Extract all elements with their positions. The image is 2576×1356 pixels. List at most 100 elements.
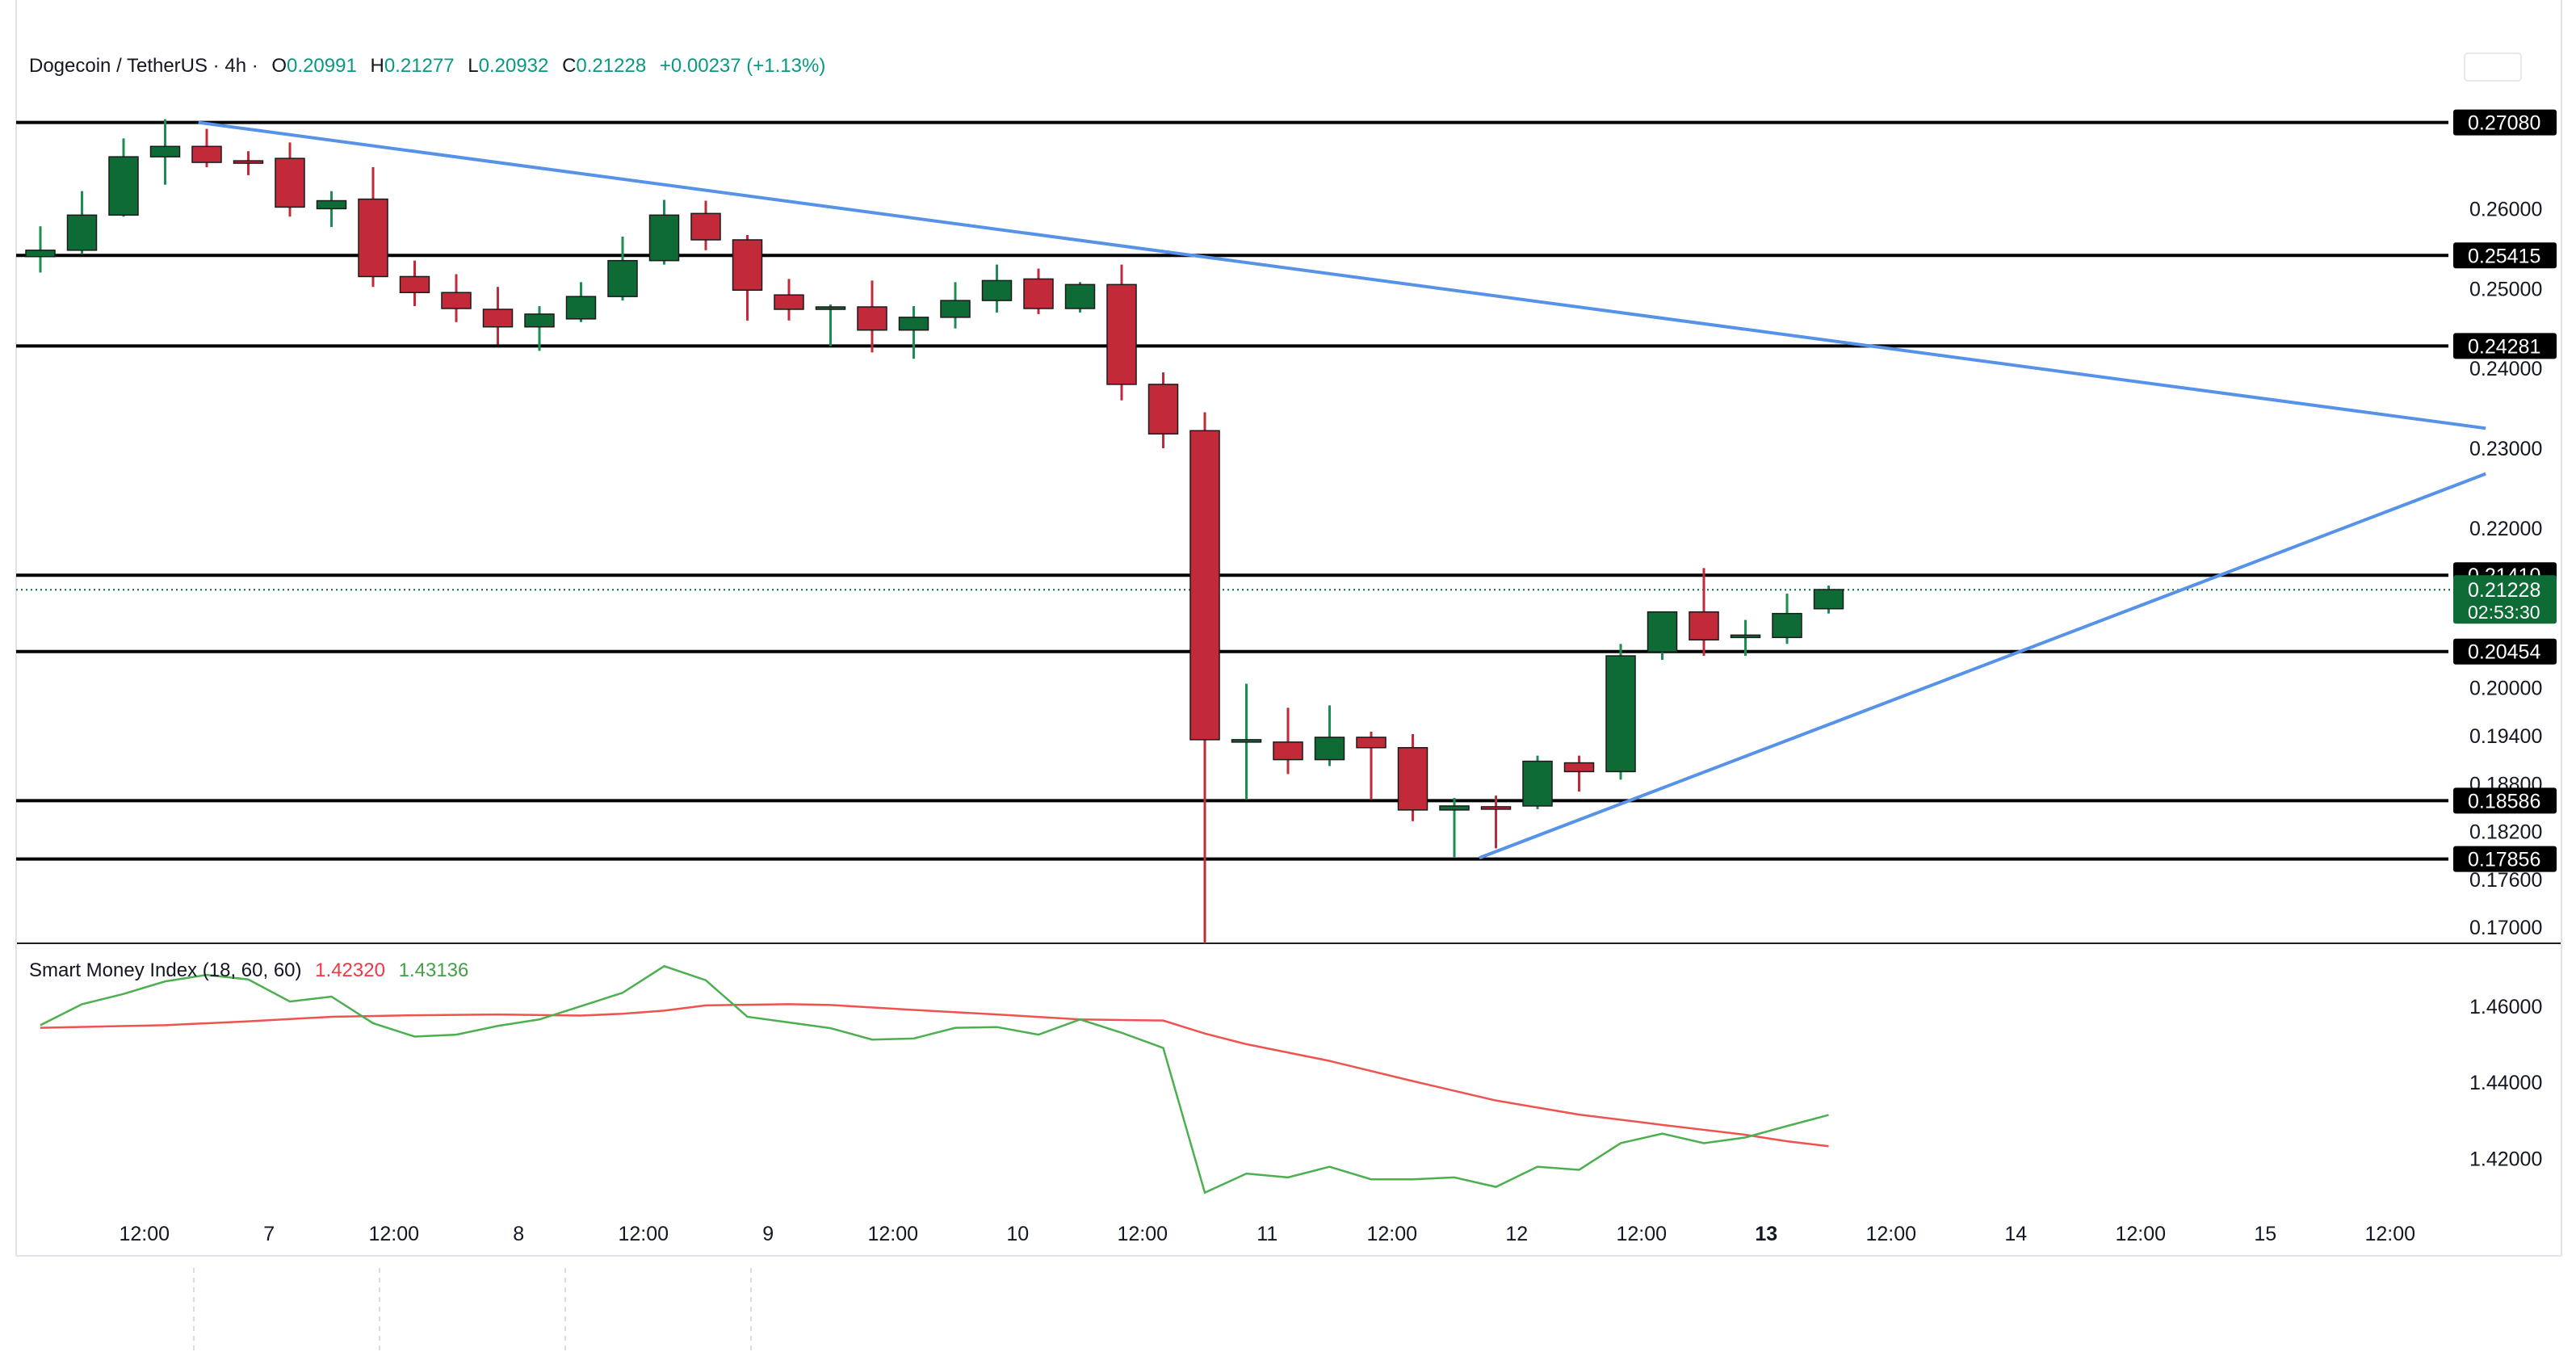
settings-widget xyxy=(2464,52,2522,82)
indicator-tick-label: 1.46000 xyxy=(2469,996,2542,1018)
candle-body xyxy=(607,259,638,297)
candle xyxy=(1064,282,1096,313)
indicator-value-green: 1.43136 xyxy=(398,959,469,981)
change-value: +0.00237 (+1.13%) xyxy=(659,55,826,77)
time-tick-label: 12:00 xyxy=(867,1223,918,1245)
candle-body xyxy=(857,306,887,331)
level-tag-label: 0.25415 xyxy=(2468,245,2540,267)
pane-borders xyxy=(15,0,2562,1352)
ohlc-low: L0.20932 xyxy=(468,55,549,77)
indicator-tick-label: 1.44000 xyxy=(2469,1072,2542,1094)
indicator-value-red: 1.42320 xyxy=(315,959,385,981)
level-tag-bg xyxy=(2453,787,2557,814)
candle-body xyxy=(66,214,98,251)
candle-body xyxy=(690,212,721,241)
candle-body xyxy=(1356,737,1387,749)
candle xyxy=(1689,568,1719,657)
candle-body xyxy=(482,309,514,328)
current-price-tag-bg xyxy=(2453,575,2557,624)
price-tick-label: 0.26000 xyxy=(2469,198,2542,220)
candle-body xyxy=(1522,760,1553,807)
high-value: 0.21277 xyxy=(384,55,455,77)
time-tick-label: 12:00 xyxy=(1616,1223,1667,1245)
current-price-label: 0.21228 xyxy=(2468,579,2540,602)
indicator-axis: 1.46000 1.44000 1.42000 xyxy=(2469,996,2542,1171)
candle-body xyxy=(358,198,388,278)
candle xyxy=(1356,732,1387,800)
candle-body xyxy=(316,199,347,210)
indicator-legend: Smart Money Index (18, 60, 60) 1.42320 1… xyxy=(29,959,476,982)
time-tick-label: 12:00 xyxy=(1117,1223,1168,1245)
time-tick-label: 12 xyxy=(1505,1223,1528,1245)
smi-line-smi_green xyxy=(40,964,1829,1194)
candle-body xyxy=(1439,805,1470,811)
candles xyxy=(25,119,1844,943)
time-tick-label: 14 xyxy=(2004,1223,2027,1245)
low-value: 0.20932 xyxy=(478,55,549,77)
candle-body xyxy=(981,279,1013,301)
indicator-title: Smart Money Index (18, 60, 60) xyxy=(29,959,302,981)
candle xyxy=(815,304,846,346)
price-tick-label: 0.17600 xyxy=(2469,869,2542,892)
candle xyxy=(25,226,56,273)
level-tag-label: 0.27080 xyxy=(2468,112,2540,135)
candle xyxy=(108,138,139,217)
candle xyxy=(399,260,430,307)
ohlc-high: H0.21277 xyxy=(370,55,455,77)
horizontal-levels xyxy=(16,120,2558,861)
candle-body xyxy=(149,145,181,157)
price-tick-label: 0.20000 xyxy=(2469,678,2542,700)
symbol-title: Dogecoin / TetherUS · 4h · xyxy=(29,55,258,77)
candle xyxy=(233,151,264,175)
candle-body xyxy=(1480,806,1512,810)
candle xyxy=(316,191,347,228)
time-tick-label: 12:00 xyxy=(618,1223,669,1245)
time-tick-label: 8 xyxy=(513,1223,524,1245)
trendlines xyxy=(198,120,2486,860)
price-tick-label: 0.18200 xyxy=(2469,821,2542,844)
candle xyxy=(1106,264,1137,401)
candle xyxy=(607,237,638,301)
time-tick-label: 12:00 xyxy=(368,1223,419,1245)
candle xyxy=(1647,611,1678,661)
ohlc-close: C0.21228 xyxy=(562,55,647,77)
candle xyxy=(1813,586,1844,614)
candle xyxy=(732,235,763,321)
candle xyxy=(1147,372,1179,449)
candle-body xyxy=(1064,283,1096,309)
level-tag: 0.17856 xyxy=(2453,846,2557,872)
price-tick-label: 0.22000 xyxy=(2469,518,2542,540)
time-tick-label: 12:00 xyxy=(2115,1223,2166,1245)
candle xyxy=(441,274,472,322)
candle xyxy=(482,287,514,345)
candle xyxy=(275,142,305,217)
level-tag: 0.24281 xyxy=(2453,333,2557,359)
candle xyxy=(690,200,721,250)
candle-body xyxy=(1605,655,1636,773)
candle xyxy=(648,199,680,265)
level-tag-label: 0.24281 xyxy=(2468,335,2540,358)
candle xyxy=(1605,644,1636,780)
time-tick-label: 12:00 xyxy=(1366,1223,1417,1245)
candle xyxy=(565,282,597,322)
candle-body xyxy=(940,300,971,318)
candle-body xyxy=(732,239,763,292)
candle xyxy=(1730,619,1761,657)
candle-body xyxy=(1273,741,1303,761)
candle-body xyxy=(1647,611,1678,653)
time-tick-label: 10 xyxy=(1006,1223,1029,1245)
candle xyxy=(1522,755,1553,809)
candle xyxy=(981,264,1013,313)
price-tick-label: 0.24000 xyxy=(2469,358,2542,380)
level-tag-label: 0.18586 xyxy=(2468,790,2540,812)
candle xyxy=(898,306,929,359)
time-tick-label: 12:00 xyxy=(1865,1223,1916,1245)
open-value: 0.20991 xyxy=(287,55,357,77)
candle xyxy=(1397,733,1429,821)
candle-body xyxy=(524,313,555,328)
countdown-label: 02:53:30 xyxy=(2468,602,2540,623)
time-tick-label: 12:00 xyxy=(119,1223,170,1245)
candle xyxy=(1314,705,1345,766)
